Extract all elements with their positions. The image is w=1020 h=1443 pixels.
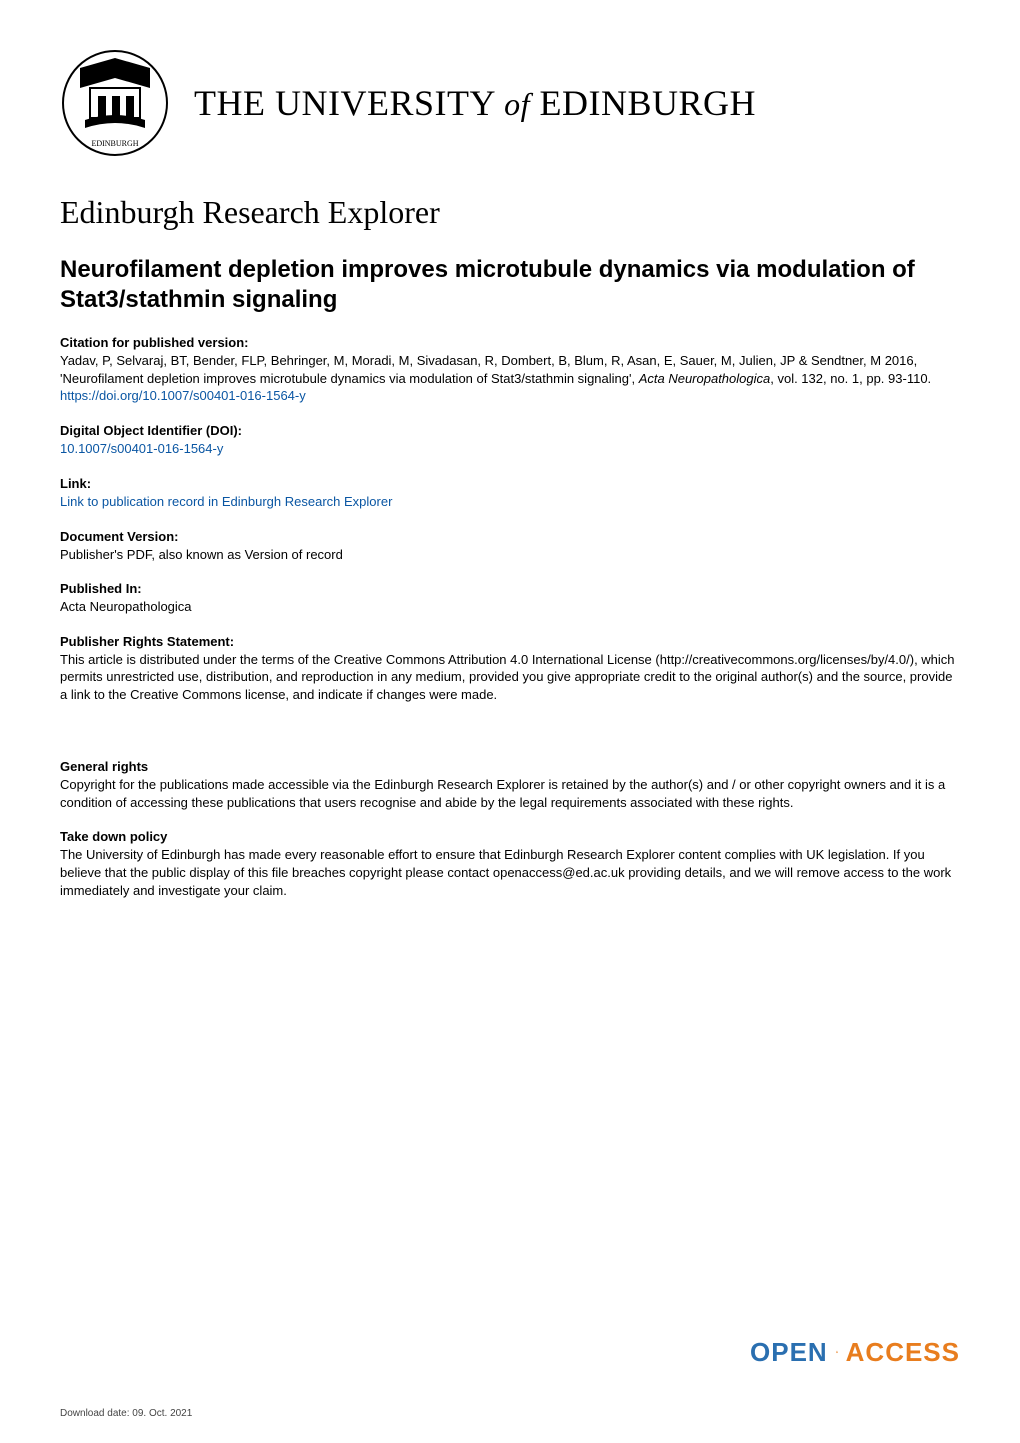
publisher-rights-head: Publisher Rights Statement: — [60, 634, 960, 649]
citation-body: Yadav, P, Selvaraj, BT, Bender, FLP, Beh… — [60, 352, 960, 405]
open-access-access-text: ACCESS — [846, 1337, 960, 1368]
doc-version-section: Document Version: Publisher's PDF, also … — [60, 529, 960, 564]
doc-version-body: Publisher's PDF, also known as Version o… — [60, 546, 960, 564]
header: EDINBURGH THE UNIVERSITY of EDINBURGH — [60, 48, 960, 158]
citation-journal: Acta Neuropathologica — [639, 371, 771, 386]
paper-title: Neurofilament depletion improves microtu… — [60, 255, 960, 315]
publication-record-link[interactable]: Link to publication record in Edinburgh … — [60, 494, 392, 509]
doc-version-head: Document Version: — [60, 529, 960, 544]
general-rights-section: General rights Copyright for the publica… — [60, 759, 960, 811]
citation-section: Citation for published version: Yadav, P… — [60, 335, 960, 405]
takedown-body: The University of Edinburgh has made eve… — [60, 846, 960, 899]
university-name-post: EDINBURGH — [540, 83, 757, 123]
citation-doi-link[interactable]: https://doi.org/10.1007/s00401-016-1564-… — [60, 388, 306, 403]
publisher-rights-section: Publisher Rights Statement: This article… — [60, 634, 960, 704]
general-rights-body: Copyright for the publications made acce… — [60, 776, 960, 811]
link-section: Link: Link to publication record in Edin… — [60, 476, 960, 511]
university-name: THE UNIVERSITY of EDINBURGH — [194, 82, 756, 124]
takedown-head: Take down policy — [60, 829, 960, 844]
open-access-open-text: OPEN — [750, 1337, 828, 1368]
open-access-logo: OPEN ACCESS — [750, 1317, 960, 1387]
open-lock-icon — [836, 1317, 838, 1387]
svg-text:EDINBURGH: EDINBURGH — [91, 139, 138, 148]
takedown-section: Take down policy The University of Edinb… — [60, 829, 960, 899]
download-date: Download date: 09. Oct. 2021 — [60, 1408, 192, 1419]
published-in-body: Acta Neuropathologica — [60, 598, 960, 616]
published-in-section: Published In: Acta Neuropathologica — [60, 581, 960, 616]
university-name-pre: THE UNIVERSITY — [194, 83, 495, 123]
doi-link[interactable]: 10.1007/s00401-016-1564-y — [60, 441, 223, 456]
doi-head: Digital Object Identifier (DOI): — [60, 423, 960, 438]
link-head: Link: — [60, 476, 960, 491]
citation-head: Citation for published version: — [60, 335, 960, 350]
university-crest-icon: EDINBURGH — [60, 48, 170, 158]
published-in-head: Published In: — [60, 581, 960, 596]
doi-section: Digital Object Identifier (DOI): 10.1007… — [60, 423, 960, 458]
general-rights-head: General rights — [60, 759, 960, 774]
citation-post: , vol. 132, no. 1, pp. 93-110. — [770, 371, 931, 386]
publisher-rights-body: This article is distributed under the te… — [60, 651, 960, 704]
university-name-of: of — [504, 86, 530, 122]
research-explorer-heading: Edinburgh Research Explorer — [60, 194, 960, 231]
